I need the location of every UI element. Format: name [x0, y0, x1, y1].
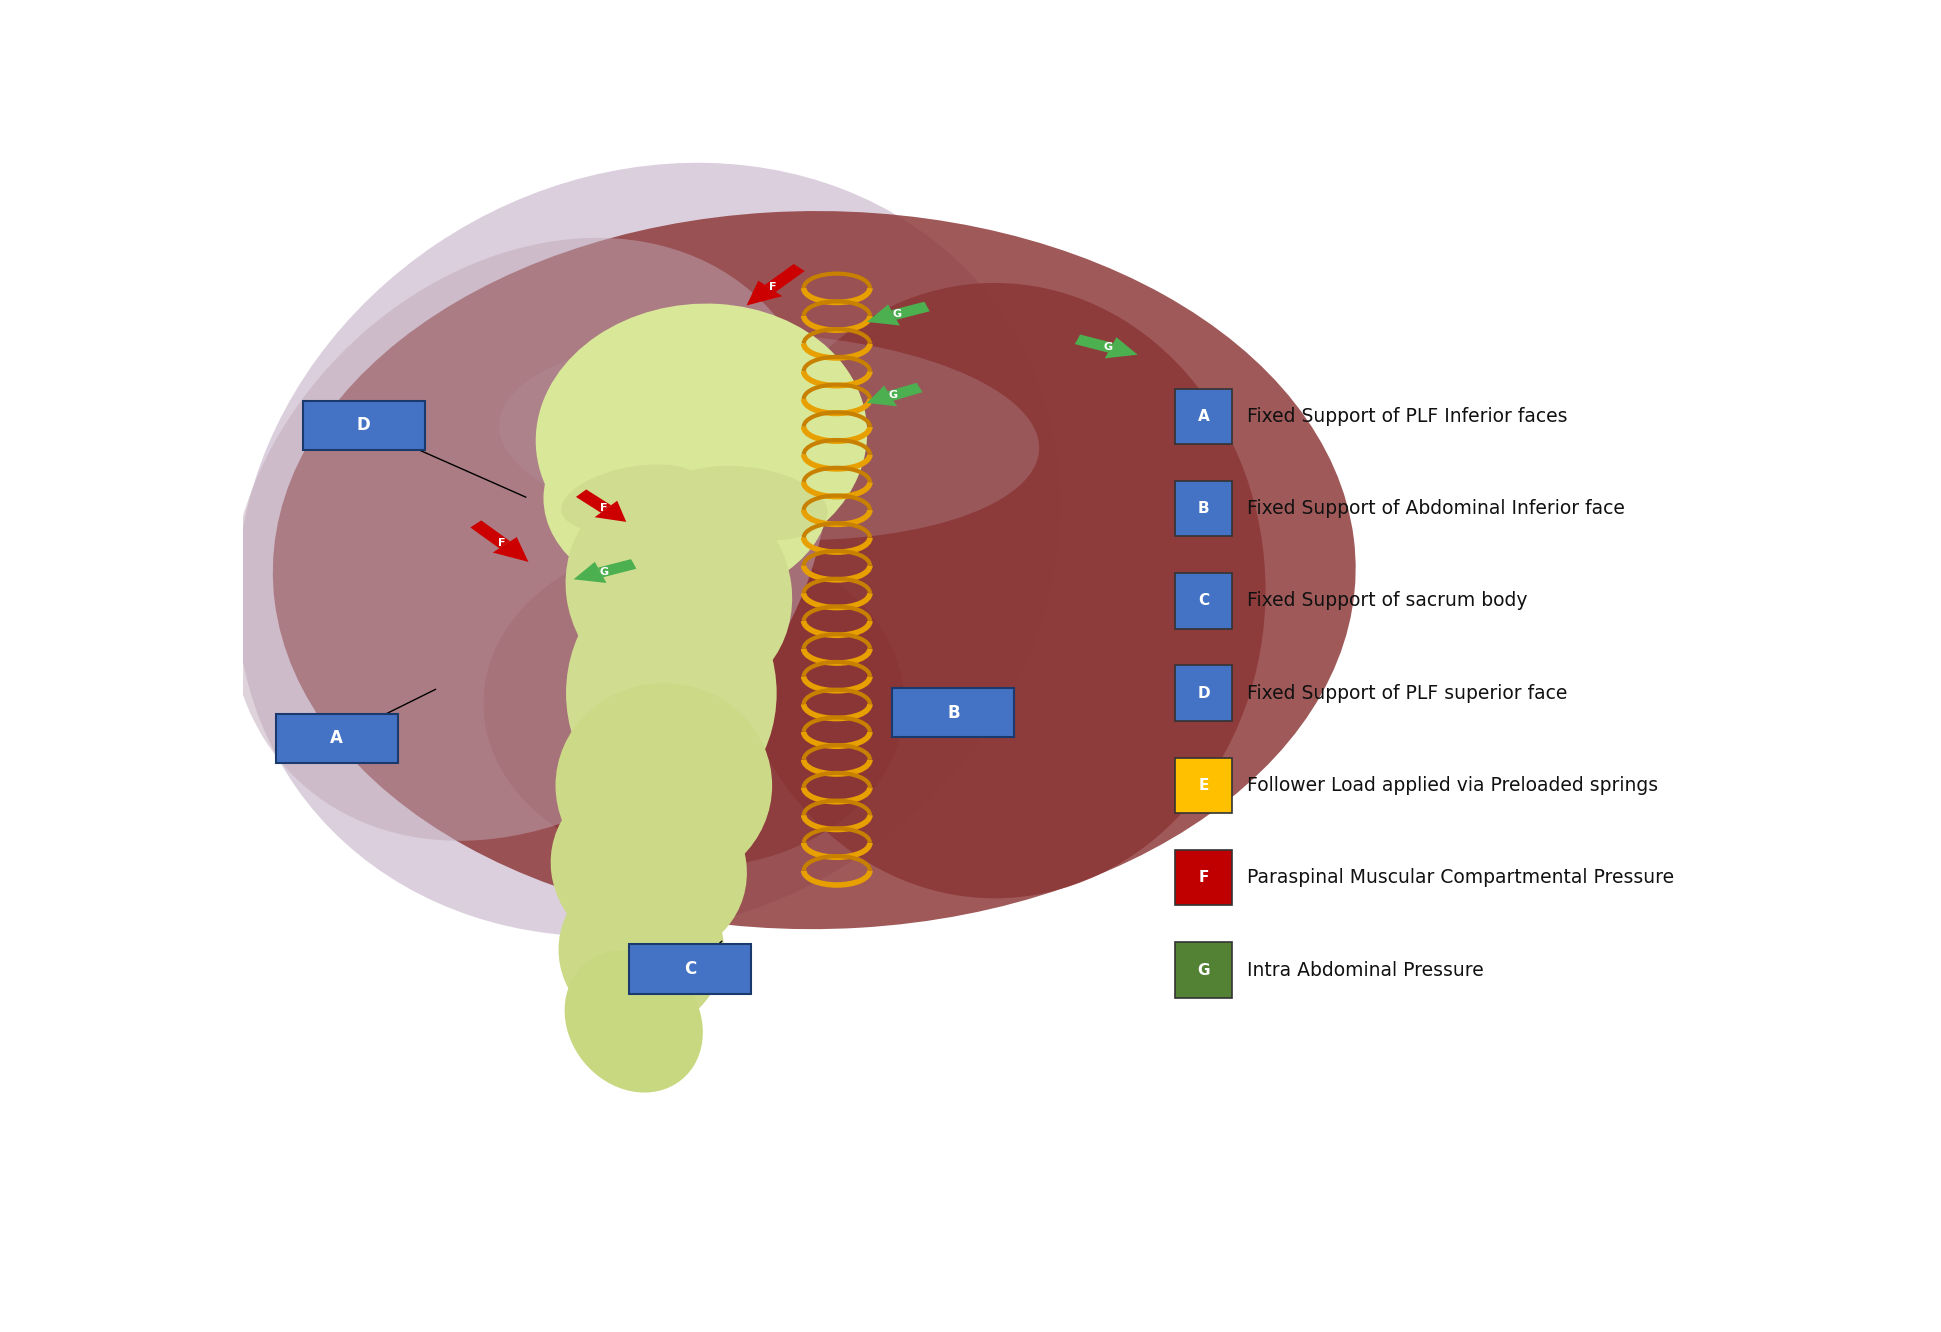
Text: F: F — [769, 281, 776, 292]
Text: E: E — [1200, 778, 1209, 793]
Ellipse shape — [567, 570, 776, 817]
FancyBboxPatch shape — [1176, 850, 1233, 906]
FancyBboxPatch shape — [276, 714, 398, 763]
Polygon shape — [576, 489, 611, 513]
Text: G: G — [889, 390, 899, 400]
Ellipse shape — [559, 867, 724, 1031]
FancyBboxPatch shape — [1176, 389, 1233, 444]
FancyBboxPatch shape — [1176, 481, 1233, 537]
FancyBboxPatch shape — [303, 401, 425, 450]
Polygon shape — [747, 281, 782, 305]
Polygon shape — [868, 386, 897, 406]
Ellipse shape — [229, 238, 829, 840]
Text: Fixed Support of Abdominal Inferior face: Fixed Support of Abdominal Inferior face — [1248, 500, 1625, 518]
Ellipse shape — [274, 210, 1355, 930]
Text: F: F — [600, 502, 608, 513]
FancyBboxPatch shape — [1176, 943, 1233, 998]
Ellipse shape — [565, 478, 792, 703]
Text: Fixed Support of sacrum body: Fixed Support of sacrum body — [1248, 591, 1528, 610]
FancyBboxPatch shape — [629, 944, 751, 994]
Polygon shape — [1104, 337, 1137, 358]
Text: F: F — [499, 538, 507, 547]
Text: G: G — [1102, 342, 1112, 352]
Polygon shape — [1075, 334, 1114, 353]
Text: Follower Load applied via Preloaded springs: Follower Load applied via Preloaded spri… — [1248, 777, 1660, 795]
Text: G: G — [600, 566, 608, 577]
Text: G: G — [893, 309, 901, 320]
Ellipse shape — [483, 539, 905, 867]
Text: C: C — [683, 960, 697, 978]
Polygon shape — [887, 382, 922, 401]
Ellipse shape — [555, 683, 773, 888]
Ellipse shape — [561, 465, 707, 531]
Polygon shape — [575, 562, 606, 583]
Text: Paraspinal Muscular Compartmental Pressure: Paraspinal Muscular Compartmental Pressu… — [1248, 868, 1675, 887]
Text: B: B — [1198, 501, 1209, 515]
Text: A: A — [1198, 409, 1209, 424]
Polygon shape — [598, 559, 637, 577]
Ellipse shape — [551, 775, 747, 959]
Text: Fixed Support of PLF superior face: Fixed Support of PLF superior face — [1248, 683, 1568, 703]
Ellipse shape — [565, 950, 703, 1092]
Text: D: D — [1198, 686, 1209, 701]
Text: Intra Abdominal Pressure: Intra Abdominal Pressure — [1248, 960, 1485, 979]
Text: D: D — [357, 417, 371, 434]
Ellipse shape — [237, 163, 1062, 936]
Polygon shape — [891, 302, 930, 320]
Ellipse shape — [499, 333, 1038, 541]
Text: G: G — [1198, 963, 1209, 978]
Text: B: B — [947, 703, 959, 722]
Polygon shape — [868, 305, 901, 325]
Polygon shape — [765, 264, 806, 292]
Text: C: C — [1198, 593, 1209, 609]
Text: A: A — [330, 730, 344, 747]
FancyBboxPatch shape — [1176, 573, 1233, 629]
Text: F: F — [1200, 870, 1209, 886]
FancyBboxPatch shape — [1176, 758, 1233, 813]
Ellipse shape — [563, 412, 718, 502]
Polygon shape — [493, 537, 528, 562]
Polygon shape — [594, 501, 627, 522]
Polygon shape — [470, 521, 510, 549]
FancyBboxPatch shape — [1176, 666, 1233, 721]
Ellipse shape — [666, 466, 827, 541]
Ellipse shape — [668, 404, 840, 492]
Text: Fixed Support of PLF Inferior faces: Fixed Support of PLF Inferior faces — [1248, 406, 1568, 426]
Ellipse shape — [724, 282, 1266, 898]
FancyBboxPatch shape — [893, 689, 1015, 738]
Ellipse shape — [543, 396, 829, 601]
Ellipse shape — [536, 304, 868, 570]
